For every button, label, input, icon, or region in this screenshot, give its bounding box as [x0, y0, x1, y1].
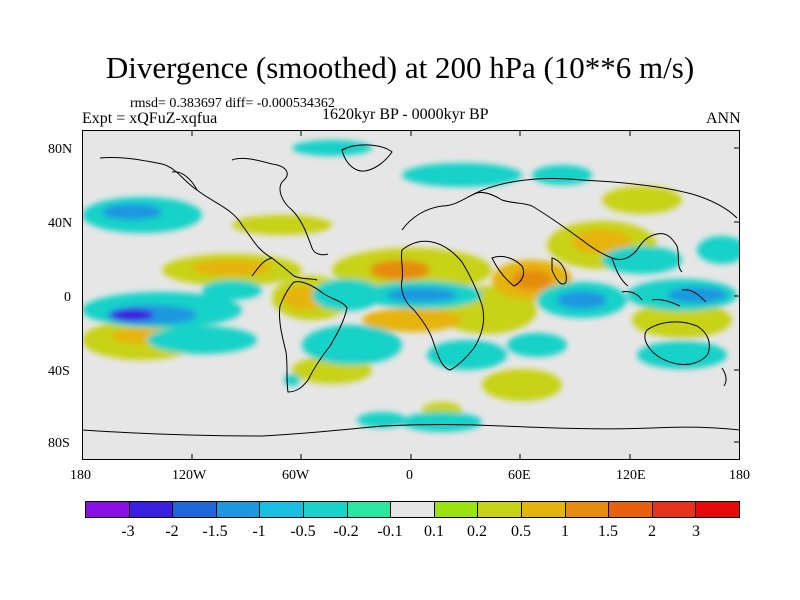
lon-label-180e: 180: [729, 468, 750, 483]
colorbar-label: 1: [561, 523, 569, 540]
period-label: 1620kyr BP - 0000kyr BP: [322, 106, 489, 123]
map-ticks: [191, 130, 740, 460]
lon-label-60e: 60E: [508, 468, 531, 483]
colorbar-swatch: [652, 502, 697, 517]
colorbar-swatch: [216, 502, 261, 517]
colorbar-label: 0.5: [511, 523, 531, 540]
colorbar-swatch: [696, 502, 739, 517]
lat-label-40n: 40N: [48, 216, 73, 231]
lon-label-180w: 180: [70, 468, 91, 483]
colorbar-label: 0.2: [467, 523, 487, 540]
lon-label-60w: 60W: [282, 468, 310, 483]
colorbar-swatch: [129, 502, 174, 517]
lat-label-eq: 0: [64, 290, 71, 305]
colorbar: [85, 501, 740, 518]
colorbar-swatch: [478, 502, 522, 517]
map-panel: [82, 130, 740, 460]
stats-label: rmsd= 0.383697 diff= -0.000534362: [130, 96, 335, 111]
colorbar-swatch: [434, 502, 479, 517]
colorbar-label: -3: [121, 523, 135, 540]
colorbar-swatch: [391, 502, 435, 517]
plot-title: Divergence (smoothed) at 200 hPa (10**6 …: [105, 50, 695, 85]
colorbar-label: -2: [165, 523, 179, 540]
colorbar-label: -0.5: [290, 523, 316, 540]
lon-label-0: 0: [406, 468, 413, 483]
colorbar-label: -0.2: [333, 523, 359, 540]
experiment-label: Expt = xQFuZ-xqfua: [82, 110, 218, 127]
lat-label-80n: 80N: [48, 142, 73, 157]
lon-label-120e: 120E: [616, 468, 646, 483]
colorbar-label: 0.1: [424, 523, 444, 540]
colorbar-swatch: [609, 502, 653, 517]
colorbar-label: -1: [252, 523, 266, 540]
colorbar-label: -0.1: [377, 523, 403, 540]
colorbar-label: 1.5: [598, 523, 618, 540]
colorbar-swatch: [347, 502, 392, 517]
colorbar-swatch: [173, 502, 217, 517]
colorbar-label: -1.5: [202, 523, 228, 540]
colorbar-swatch: [303, 502, 348, 517]
colorbar-swatch: [521, 502, 566, 517]
colorbar-swatch: [86, 502, 130, 517]
colorbar-label: 3: [692, 523, 700, 540]
colorbar-swatch: [565, 502, 610, 517]
lat-label-40s: 40S: [48, 364, 70, 379]
colorbar-label: 2: [648, 523, 656, 540]
colorbar-swatch: [260, 502, 304, 517]
coastlines: [82, 144, 740, 437]
season-label: ANN: [706, 110, 741, 127]
lon-label-120w: 120W: [172, 468, 207, 483]
lat-label-80s: 80S: [48, 436, 70, 451]
